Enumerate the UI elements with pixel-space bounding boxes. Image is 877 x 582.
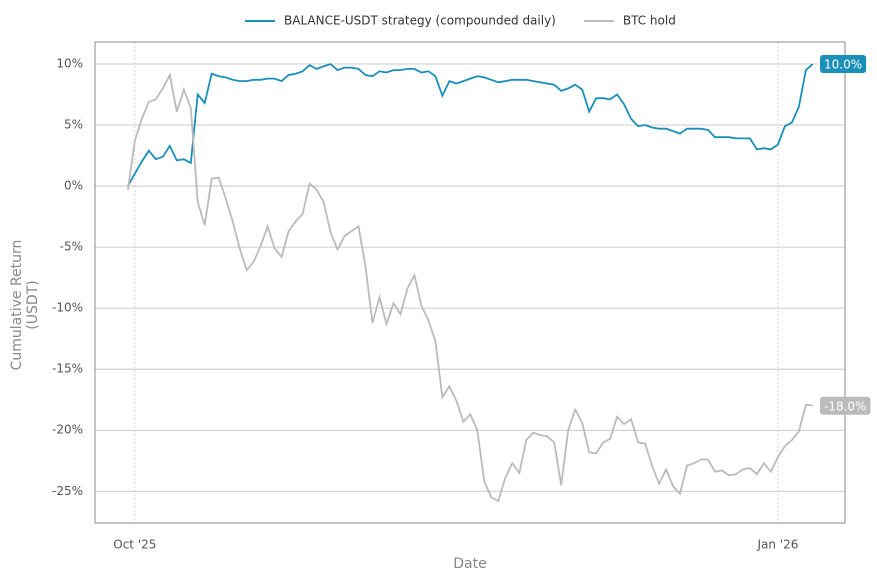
series-line [127,72,813,503]
end-label: 10.0% [824,57,862,71]
plot-frame [94,41,846,524]
legend-label: BALANCE-USDT strategy (compounded daily) [284,14,556,28]
y-tick-label: -20% [52,423,83,437]
y-tick-label: -10% [52,301,83,315]
legend-label: BTC hold [623,14,676,28]
y-tick-label: -15% [52,362,83,376]
y-tick-label: 10% [56,56,83,70]
y-axis-title: Cumulative Return [9,240,25,371]
x-axis-title: Date [453,556,486,572]
y-tick-label: -25% [52,484,83,498]
y-tick-label: -5% [60,240,83,254]
end-label-box [820,396,871,415]
x-tick-label: Jan '26 [756,538,798,552]
y-tick-label: 0% [64,179,83,193]
series-line [127,62,814,187]
y-axis-title: (USDT) [25,280,41,329]
end-label-box [820,54,867,73]
y-tick-label: 5% [64,118,83,132]
end-label: -18.0% [824,399,866,413]
x-tick-label: Oct '25 [113,538,156,552]
